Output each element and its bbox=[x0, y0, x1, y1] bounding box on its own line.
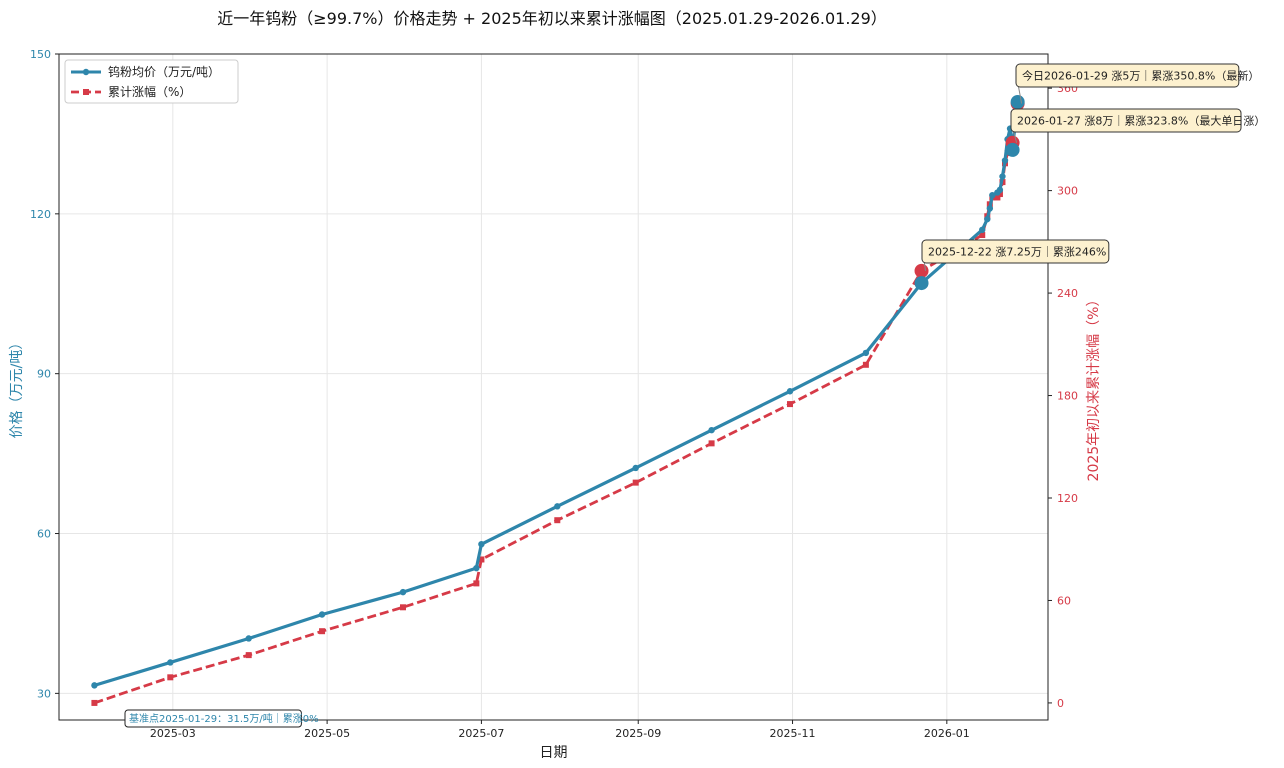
data-point-cumulative bbox=[708, 440, 715, 447]
data-point-cumulative bbox=[787, 401, 793, 408]
data-point-price bbox=[862, 349, 870, 357]
data-point-cumulative bbox=[167, 674, 174, 681]
data-point-price bbox=[91, 682, 98, 689]
data-point-price bbox=[473, 564, 480, 572]
data-point-price bbox=[632, 464, 639, 472]
y-right-tick-label: 300 bbox=[1057, 185, 1078, 198]
y-left-tick-label: 120 bbox=[30, 208, 51, 221]
annotation-callout: 今日2026-01-29 涨5万｜累涨350.8%（最新） bbox=[1015, 63, 1259, 104]
annotation-text: 基准点2025-01-29：31.5万/吨｜累涨0% bbox=[129, 712, 319, 725]
legend-marker-price bbox=[82, 68, 90, 76]
annotation-text: 今日2026-01-29 涨5万｜累涨350.8%（最新） bbox=[1022, 69, 1259, 83]
legend-marker-cumulative bbox=[83, 89, 89, 95]
x-tick-label: 2025-05 bbox=[304, 727, 350, 740]
annotation-text: 2025-12-22 涨7.25万｜累涨246% bbox=[928, 246, 1106, 259]
series-line-price bbox=[93, 101, 1020, 687]
legend-label-price: 钨粉均价（万元/吨） bbox=[108, 64, 220, 79]
y-right-tick-label: 60 bbox=[1057, 594, 1071, 607]
plot-frame bbox=[58, 53, 1049, 721]
data-point-price bbox=[996, 186, 1004, 194]
legend-label-cumulative: 累计涨幅（%） bbox=[108, 84, 191, 99]
y-right-tick-label: 240 bbox=[1057, 287, 1078, 300]
y-right-tick-label: 180 bbox=[1057, 390, 1078, 403]
data-point-price bbox=[167, 659, 174, 666]
data-point-price bbox=[478, 540, 485, 548]
data-point-cumulative bbox=[478, 556, 485, 563]
grid-lines bbox=[59, 53, 1048, 720]
data-point-cumulative bbox=[979, 232, 986, 239]
annotation-callout: 2025-12-22 涨7.25万｜累涨246% bbox=[921, 239, 1110, 271]
data-point-price bbox=[1001, 157, 1009, 164]
y-left-tick-label: 150 bbox=[30, 48, 51, 61]
data-point-cumulative bbox=[554, 517, 561, 524]
data-point-price bbox=[989, 191, 996, 199]
annotation-base: 基准点2025-01-29：31.5万/吨｜累涨0% bbox=[124, 709, 319, 728]
legend: 钨粉均价（万元/吨） 累计涨幅（%） bbox=[64, 59, 239, 104]
y-left-axis-title: 价格（万元/吨） bbox=[9, 336, 25, 439]
y-right-tick-label: 0 bbox=[1057, 697, 1064, 710]
data-point-cumulative bbox=[245, 652, 252, 659]
data-point-price bbox=[554, 503, 561, 510]
series-line-cumulative bbox=[93, 103, 1020, 705]
y-left-tick-label: 60 bbox=[37, 528, 51, 541]
data-point-price bbox=[986, 205, 994, 212]
annotation-box bbox=[1015, 63, 1240, 88]
data-point-price bbox=[979, 226, 986, 234]
highlight-marker-price bbox=[914, 276, 929, 291]
x-axis-title: 日期 bbox=[540, 745, 568, 761]
legend-frame bbox=[64, 59, 239, 104]
data-point-price bbox=[786, 388, 794, 395]
highlight-marker-cumulative bbox=[914, 263, 929, 278]
y-left-tick-label: 30 bbox=[37, 687, 51, 700]
data-point-cumulative bbox=[319, 628, 326, 635]
x-tick-label: 2025-03 bbox=[150, 727, 196, 740]
data-point-cumulative bbox=[473, 580, 480, 587]
data-point-cumulative bbox=[400, 604, 406, 611]
data-point-price bbox=[399, 588, 407, 596]
y-left-tick-label: 90 bbox=[37, 368, 51, 381]
y-right-axis-title: 2025年初以来累计涨幅（%） bbox=[1085, 293, 1102, 482]
data-point-price bbox=[984, 215, 991, 223]
annotation-text: 2026-01-27 涨8万｜累涨323.8%（最大单日涨） bbox=[1017, 114, 1265, 128]
highlight-marker-price bbox=[1005, 142, 1020, 157]
x-tick-label: 2025-11 bbox=[770, 727, 816, 740]
data-point-price bbox=[318, 611, 326, 618]
annotation-box bbox=[124, 709, 302, 728]
data-point-cumulative bbox=[994, 194, 1001, 201]
data-point-price bbox=[245, 635, 252, 642]
annotation-box bbox=[1010, 108, 1242, 133]
x-tick-label: 2026-01 bbox=[924, 727, 970, 740]
annotation-callout: 2026-01-27 涨8万｜累涨323.8%（最大单日涨） bbox=[1010, 108, 1265, 143]
x-tick-label: 2025-09 bbox=[615, 727, 661, 740]
data-point-price bbox=[708, 426, 715, 434]
data-point-price bbox=[999, 173, 1006, 180]
data-point-cumulative bbox=[91, 699, 98, 706]
data-point-cumulative bbox=[632, 479, 639, 486]
annotation-box bbox=[921, 239, 1110, 264]
chart-title: 近一年钨粉（≥99.7%）价格走势 + 2025年初以来累计涨幅图（2025.0… bbox=[217, 9, 887, 28]
y-right-tick-label: 120 bbox=[1057, 492, 1078, 505]
x-tick-label: 2025-07 bbox=[458, 727, 504, 740]
highlight-marker-price bbox=[1010, 94, 1025, 109]
data-point-cumulative bbox=[862, 361, 869, 368]
